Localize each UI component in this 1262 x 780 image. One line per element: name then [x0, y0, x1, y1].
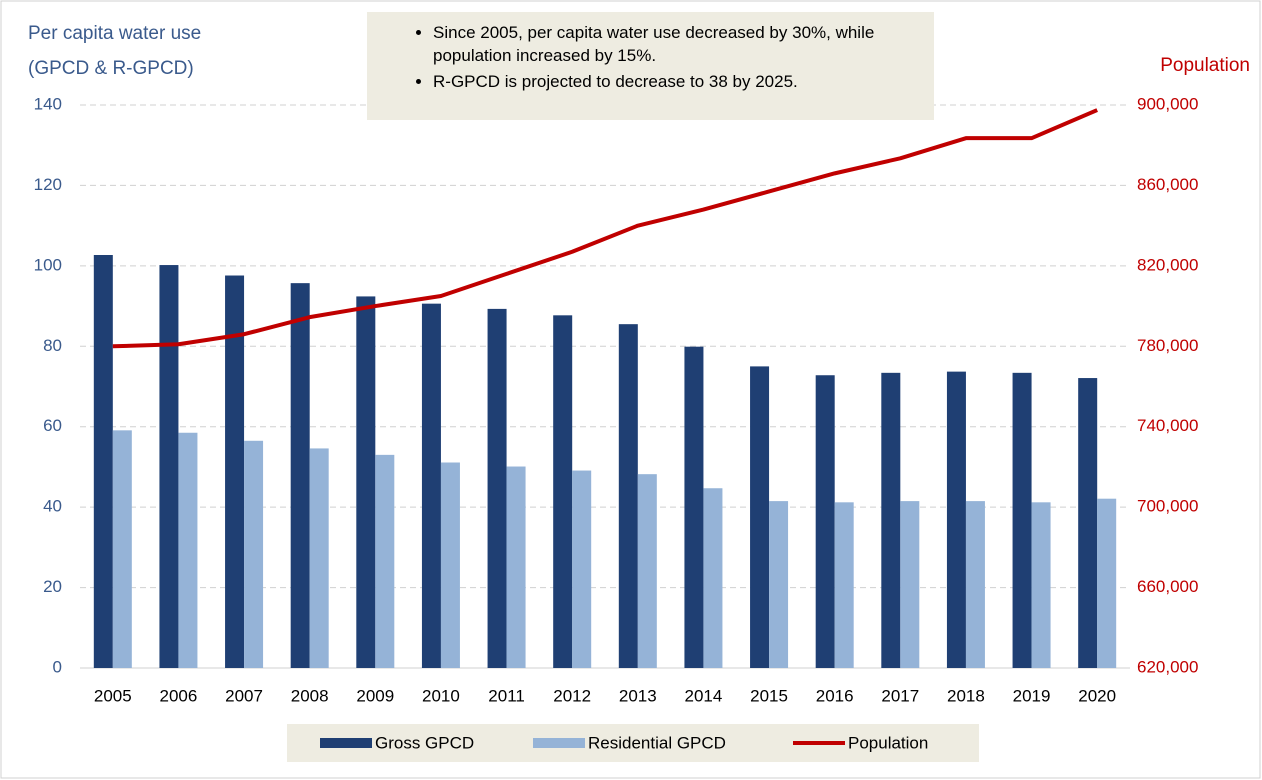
bar: [618, 324, 638, 668]
y2-tick-label: 660,000: [1137, 577, 1198, 596]
x-tick-label: 2014: [685, 686, 723, 705]
legend-box: [287, 724, 979, 762]
bar: [637, 474, 657, 668]
x-tick-label: 2006: [160, 686, 198, 705]
bar: [309, 448, 329, 668]
annotation: R-GPCD is projected to decrease to 38 by…: [433, 70, 883, 93]
bar: [356, 296, 376, 668]
x-tick-label: 2019: [1013, 686, 1051, 705]
bar: [440, 462, 460, 668]
y2-tick-label: 620,000: [1137, 657, 1198, 676]
y-tick-label: 60: [43, 416, 62, 435]
y-tick-label: 40: [43, 497, 62, 516]
bar: [815, 375, 835, 668]
bar: [290, 283, 310, 668]
x-tick-label: 2020: [1078, 686, 1116, 705]
bar: [769, 501, 789, 668]
y-tick-label: 120: [34, 175, 62, 194]
annotation-box: Since 2005, per capita water use decreas…: [367, 12, 934, 120]
bar: [965, 501, 985, 668]
x-tick-label: 2009: [356, 686, 394, 705]
legend-label: Residential GPCD: [588, 733, 726, 752]
x-tick-label: 2007: [225, 686, 263, 705]
y-axis-title: Per capita water use: [28, 23, 201, 44]
bar: [553, 315, 573, 668]
bar: [703, 488, 723, 668]
x-tick-label: 2015: [750, 686, 788, 705]
bar: [159, 265, 179, 668]
x-tick-label: 2010: [422, 686, 460, 705]
y2-tick-label: 820,000: [1137, 255, 1198, 274]
bar: [225, 275, 245, 668]
y-tick-label: 140: [34, 94, 62, 113]
bar: [834, 502, 854, 668]
bar: [421, 303, 441, 668]
bar: [1097, 498, 1117, 668]
legend-label: Gross GPCD: [375, 733, 474, 752]
x-tick-label: 2012: [553, 686, 591, 705]
bar: [506, 466, 526, 668]
legend-swatch: [533, 738, 585, 748]
x-tick-label: 2017: [881, 686, 919, 705]
x-tick-label: 2018: [947, 686, 985, 705]
legend-label: Population: [848, 733, 928, 752]
x-tick-label: 2011: [488, 686, 525, 705]
y2-axis-title: Population: [1160, 55, 1250, 76]
annotation: Since 2005, per capita water use decreas…: [433, 21, 883, 67]
x-tick-label: 2016: [816, 686, 854, 705]
bar: [881, 372, 901, 668]
bar: [244, 440, 264, 668]
bar: [93, 254, 113, 669]
x-tick-label: 2005: [94, 686, 132, 705]
bar: [487, 308, 507, 668]
y-tick-label: 100: [34, 255, 62, 274]
legend-swatch: [320, 738, 372, 748]
y-axis-title: (GPCD & R-GPCD): [28, 58, 194, 79]
bar: [178, 432, 198, 668]
annotation-list: Since 2005, per capita water use decreas…: [367, 21, 934, 93]
bar: [900, 501, 920, 668]
bar: [946, 371, 966, 668]
bar: [684, 346, 704, 668]
population-line: [112, 108, 1098, 349]
y-tick-label: 20: [43, 577, 62, 596]
y2-tick-label: 780,000: [1137, 336, 1198, 355]
y2-tick-label: 700,000: [1137, 497, 1198, 516]
x-tick-label: 2008: [291, 686, 329, 705]
y-tick-label: 80: [43, 336, 62, 355]
bar: [750, 366, 770, 668]
bar: [1031, 502, 1051, 668]
x-tick-label: 2013: [619, 686, 657, 705]
bar: [1078, 378, 1098, 668]
y2-tick-label: 900,000: [1137, 94, 1198, 113]
y2-tick-label: 740,000: [1137, 416, 1198, 435]
y-tick-label: 0: [53, 657, 62, 676]
bar: [572, 470, 592, 668]
bar: [112, 430, 132, 668]
bar: [1012, 372, 1032, 668]
y2-tick-label: 860,000: [1137, 175, 1198, 194]
bar: [375, 454, 395, 668]
